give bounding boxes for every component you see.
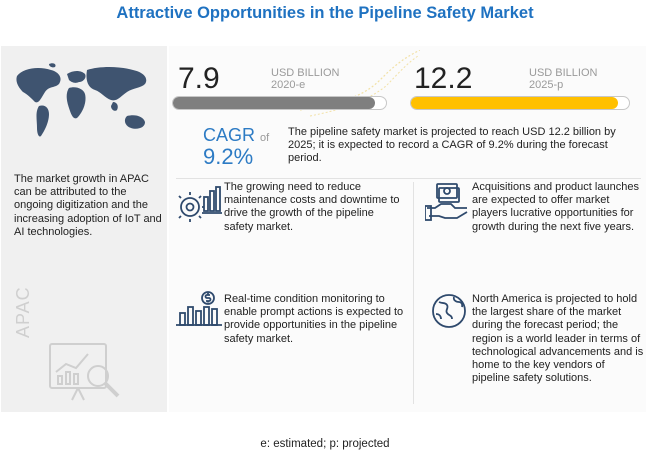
divider-vertical (413, 182, 414, 404)
apac-panel: The market growth in APAC can be attribu… (1, 46, 167, 412)
cagr-description: The pipeline safety market is projected … (288, 126, 616, 165)
insight-text: Real-time condition monitoring to enable… (224, 293, 404, 345)
projected-value: 12.2 (414, 62, 473, 95)
gear-chart-icon (178, 186, 222, 222)
insight-text: North America is projected to hold the l… (472, 293, 644, 385)
analytics-magnifier-icon (49, 343, 120, 401)
projected-bar-fill (411, 97, 619, 109)
projected-unit: USD BILLION (529, 67, 598, 79)
current-bar-track (172, 96, 387, 110)
page-title: Attractive Opportunities in the Pipeline… (116, 4, 534, 22)
insight-text: Acquisitions and product launches are ex… (472, 181, 639, 233)
projected-period: 2025-p (529, 79, 564, 91)
world-map-icon (16, 63, 147, 137)
projected-bar-track (410, 96, 630, 110)
handshake-money-icon (425, 183, 468, 221)
footnote: e: estimated; p: projected (260, 438, 390, 450)
bar-chart-dollar-icon (176, 291, 222, 326)
current-value: 7.9 (178, 62, 220, 95)
divider-horizontal (176, 178, 641, 179)
current-bar-fill (173, 97, 376, 109)
cagr-label: CAGR of (203, 125, 270, 145)
insight-text: The growing need to reduce maintenance c… (224, 181, 400, 233)
current-period: 2020-e (271, 79, 306, 91)
globe-icon (432, 294, 466, 328)
current-unit: USD BILLION (271, 67, 340, 79)
cagr-value: 9.2% (203, 144, 254, 169)
apac-growth-text: The market growth in APAC can be attribu… (14, 173, 162, 238)
region-label: APAC (13, 286, 33, 338)
